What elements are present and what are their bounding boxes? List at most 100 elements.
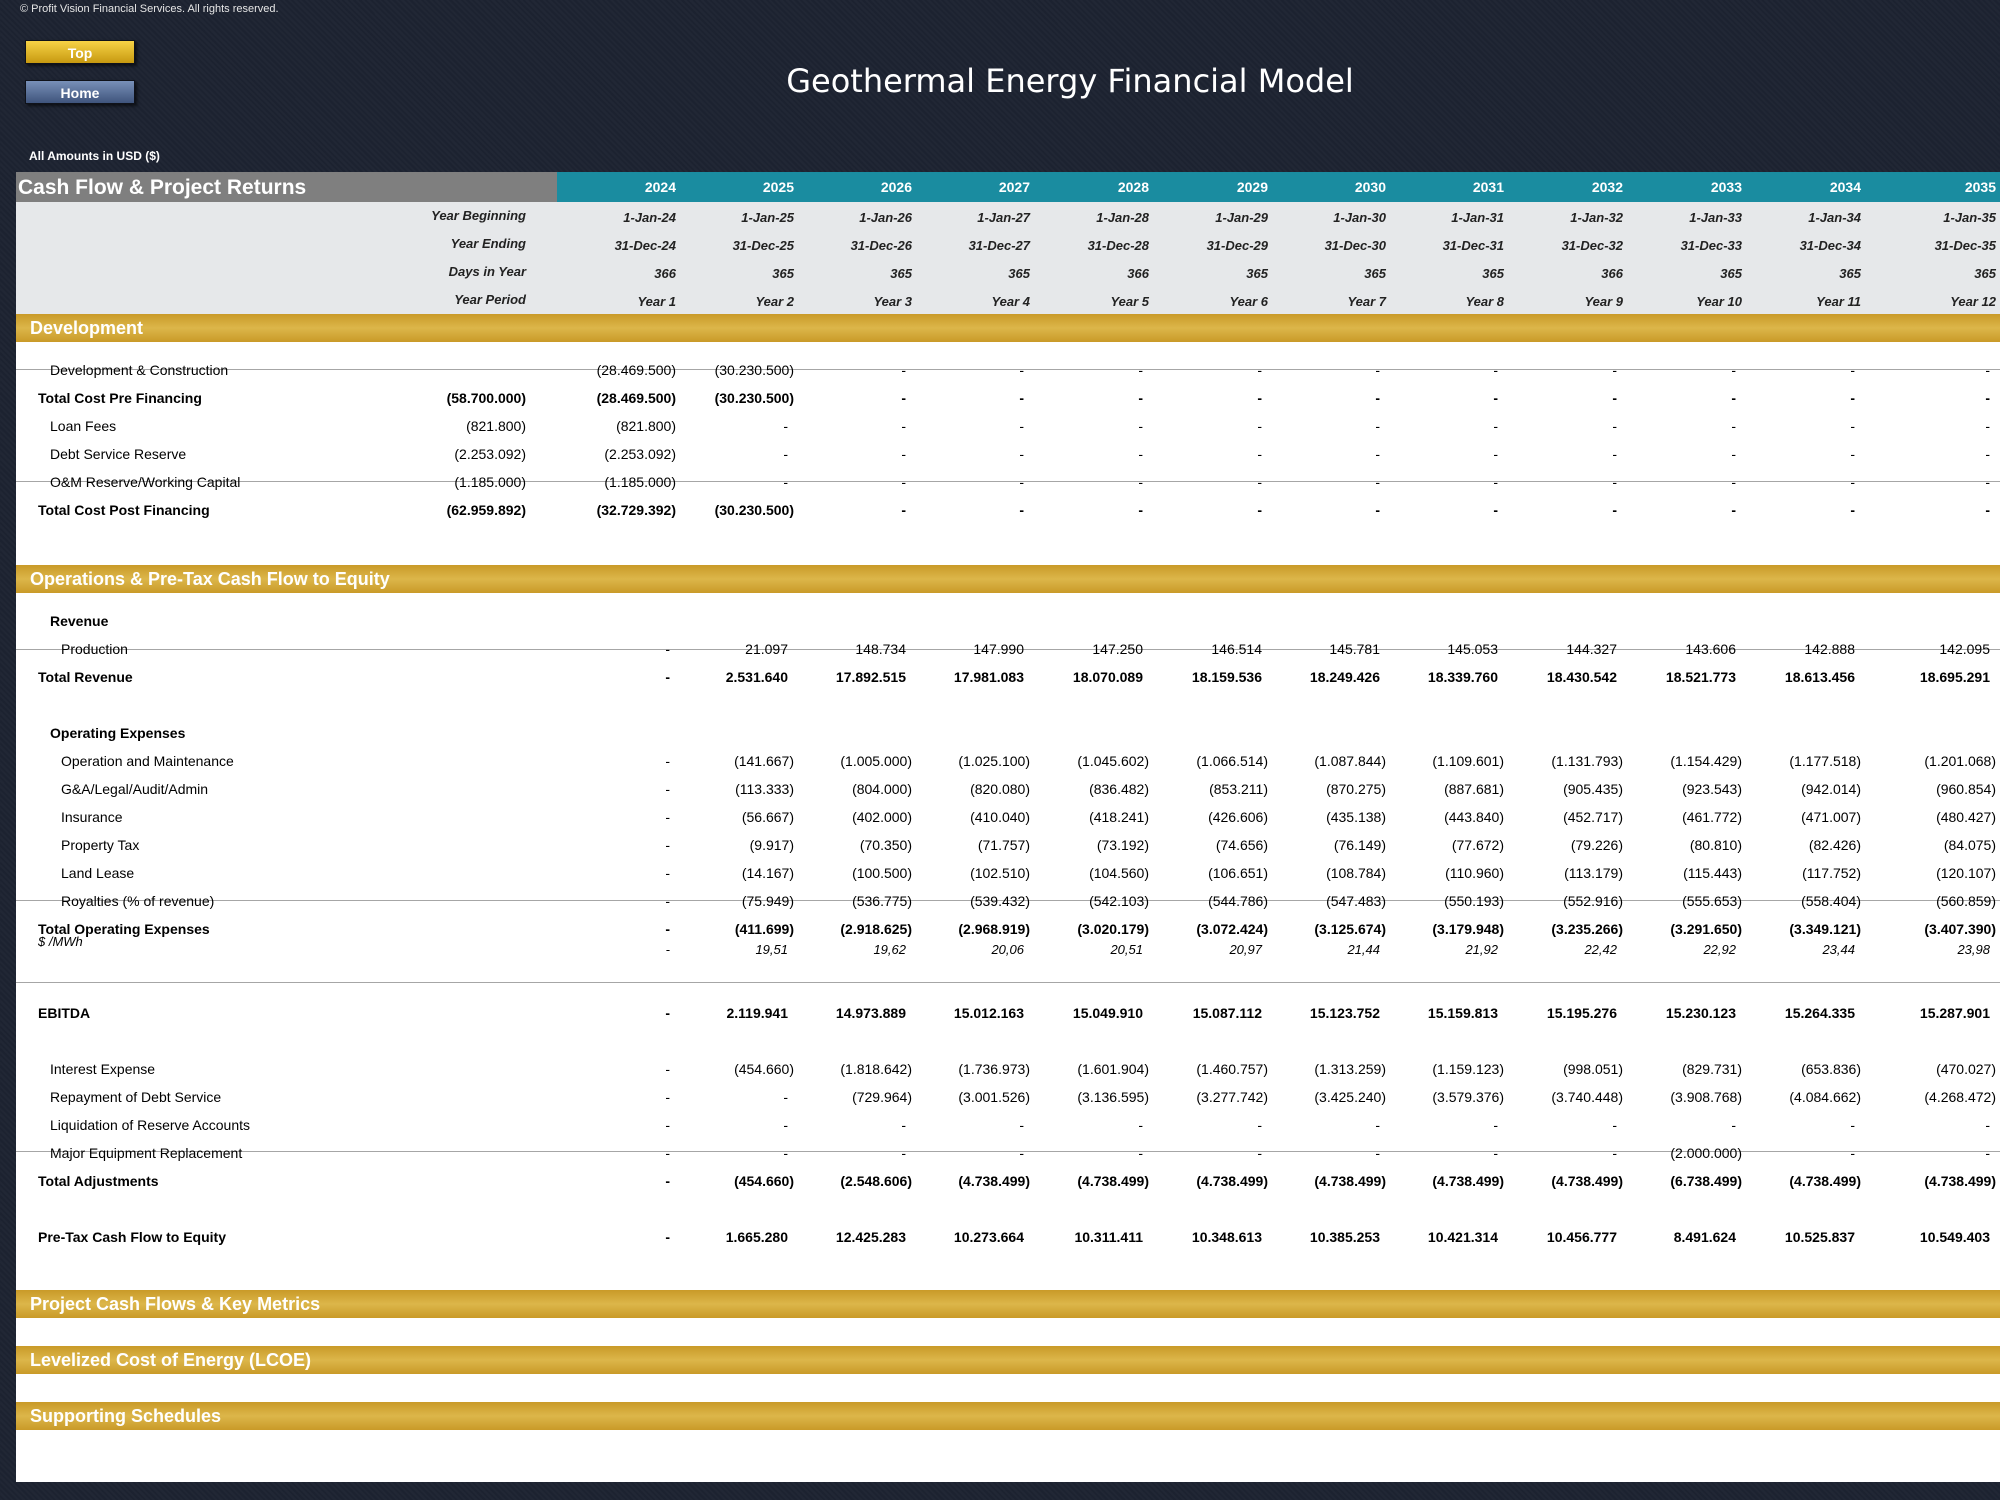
table-row: Operation and Maintenance - (141.667) (1.00…	[16, 747, 2000, 775]
table-cell: (653.836)	[1801, 1061, 1861, 1077]
meta-value: 1-Jan-26	[859, 210, 912, 225]
section-header: Cash Flow & Project Returns	[18, 176, 307, 199]
table-cell: -	[665, 921, 670, 937]
table-cell: -	[1375, 390, 1380, 406]
table-row: Revenue	[16, 607, 2000, 635]
home-button[interactable]: Home	[25, 80, 135, 104]
table-row: Royalties (% of revenue) - (75.949) (536.77…	[16, 887, 2000, 915]
table-cell: (1.154.429)	[1670, 753, 1742, 769]
meta-value: 31-Dec-35	[1934, 238, 1996, 253]
table-cell: -	[1731, 418, 1736, 434]
table-row: Total Cost Post Financing (62.959.892) (32…	[16, 496, 2000, 524]
table-row: Liquidation of Reserve Accounts - - - - - - - - -…	[16, 1111, 2000, 1139]
year-header-2027: 2027	[998, 179, 1030, 195]
top-button[interactable]: Top	[25, 40, 135, 64]
meta-label: Year Beginning	[431, 208, 526, 223]
table-cell: (32.729.392)	[596, 502, 676, 518]
table-cell: -	[1493, 502, 1498, 518]
table-cell: (3.001.526)	[958, 1089, 1030, 1105]
meta-value: 1-Jan-33	[1689, 210, 1742, 225]
table-cell: 18.159.536	[1191, 669, 1262, 685]
row-label: Property Tax	[61, 837, 140, 853]
table-cell: -	[1612, 418, 1617, 434]
table-cell: -	[1612, 1117, 1617, 1133]
table-cell: -	[1985, 502, 1990, 518]
meta-value: 31-Dec-26	[850, 238, 912, 253]
table-cell: -	[1731, 390, 1736, 406]
table-cell: -	[665, 809, 670, 825]
table-cell: -	[1850, 362, 1855, 378]
table-cell: -	[665, 942, 670, 957]
table-cell: 145.781	[1329, 641, 1380, 657]
row-total: (1.185.000)	[454, 474, 526, 490]
table-cell: -	[1375, 418, 1380, 434]
table-cell: (552.916)	[1563, 893, 1623, 909]
table-cell: -	[1257, 446, 1262, 462]
table-cell: 10.525.837	[1784, 1229, 1855, 1245]
table-cell: (104.560)	[1089, 865, 1149, 881]
meta-value: 365	[890, 266, 912, 281]
table-cell: -	[1019, 502, 1024, 518]
meta-value: 1-Jan-32	[1570, 210, 1623, 225]
meta-value: 31-Dec-31	[1442, 238, 1504, 253]
meta-label: Year Period	[454, 292, 526, 307]
row-label: Operation and Maintenance	[61, 753, 234, 769]
table-cell: 19,51	[755, 942, 788, 957]
table-cell: (4.084.662)	[1789, 1089, 1861, 1105]
table-cell: -	[665, 1145, 670, 1161]
row-label: Production	[61, 641, 128, 657]
meta-value: Year 10	[1696, 294, 1742, 309]
table-cell: -	[1019, 1145, 1024, 1161]
meta-value: 365	[1364, 266, 1386, 281]
table-cell: (418.241)	[1089, 809, 1149, 825]
table-cell: 18.249.426	[1309, 669, 1380, 685]
table-cell: (76.149)	[1333, 837, 1386, 853]
table-cell: -	[901, 502, 906, 518]
table-cell: (113.179)	[1564, 865, 1623, 881]
table-row: Production - 21.097 148.734 147.990 147.250 14…	[16, 635, 2000, 663]
table-cell: -	[901, 362, 906, 378]
table-cell: (443.840)	[1444, 809, 1504, 825]
table-cell: -	[783, 1117, 788, 1133]
table-cell: -	[783, 1089, 788, 1105]
table-cell: 23,98	[1957, 942, 1990, 957]
table-cell: -	[1612, 446, 1617, 462]
table-cell: -	[665, 753, 670, 769]
row-label: EBITDA	[38, 1005, 91, 1021]
table-cell: (452.717)	[1563, 809, 1623, 825]
table-cell: (4.738.499)	[1551, 1173, 1623, 1189]
table-cell: -	[1493, 418, 1498, 434]
table-row: Major Equipment Replacement - - - - - - - - - (2.0…	[16, 1139, 2000, 1167]
table-cell: 20,97	[1229, 942, 1262, 957]
table-cell: -	[1138, 390, 1143, 406]
table-cell: (71.757)	[977, 837, 1030, 853]
row-label: Major Equipment Replacement	[50, 1145, 243, 1161]
table-cell: 142.888	[1804, 641, 1855, 657]
table-cell: (410.040)	[970, 809, 1030, 825]
header-left-fill	[16, 172, 557, 202]
table-cell: -	[1985, 418, 1990, 434]
row-label: Royalties (% of revenue)	[61, 893, 215, 909]
table-cell: (3.179.948)	[1432, 921, 1504, 937]
table-cell: -	[665, 1089, 670, 1105]
row-label: Repayment of Debt Service	[50, 1089, 222, 1105]
table-cell: (4.738.499)	[1314, 1173, 1386, 1189]
table-cell: 147.250	[1092, 641, 1143, 657]
table-cell: (2.000.000)	[1670, 1145, 1742, 1161]
table-cell: (426.606)	[1208, 809, 1268, 825]
table-cell: (1.177.518)	[1789, 753, 1861, 769]
row-label: Pre-Tax Cash Flow to Equity	[38, 1229, 226, 1245]
table-cell: (3.349.121)	[1789, 921, 1861, 937]
table-cell: -	[1493, 474, 1498, 490]
table-cell: (4.738.499)	[1924, 1173, 1996, 1189]
table-cell: 15.159.813	[1427, 1005, 1498, 1021]
table-cell: (2.253.092)	[604, 446, 676, 462]
table-cell: (120.107)	[1936, 865, 1996, 881]
meta-value: 365	[1482, 266, 1504, 281]
table-cell: 23,44	[1822, 942, 1855, 957]
table-cell: 15.087.112	[1192, 1005, 1262, 1021]
table-cell: 18.695.291	[1919, 669, 1990, 685]
row-total: (821.800)	[466, 418, 526, 434]
table-cell: (836.482)	[1089, 781, 1149, 797]
table-cell: -	[1731, 502, 1736, 518]
